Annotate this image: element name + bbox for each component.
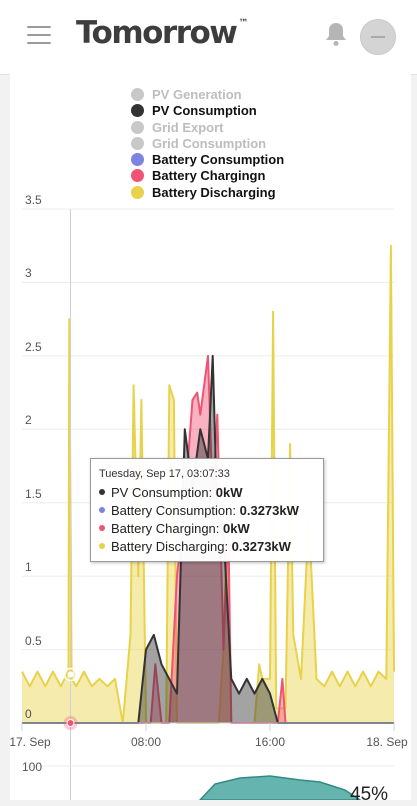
legend-label: Battery Chargingn <box>152 168 266 184</box>
legend-swatch <box>131 169 144 183</box>
tooltip-row: Battery Discharging: 0.3273kW <box>99 539 291 554</box>
tooltip-value: 0.3273kW <box>231 539 291 554</box>
app-header: Tomorrow ™ <box>0 0 417 75</box>
legend-label: PV Consumption <box>152 103 257 119</box>
tooltip-swatch <box>99 489 105 495</box>
series-line <box>22 354 394 724</box>
y-tick-label: 1 <box>25 560 32 575</box>
legend-swatch <box>131 104 144 118</box>
tooltip-swatch <box>99 543 105 549</box>
legend-label: PV Generation <box>152 87 242 102</box>
chart-tooltip: Tuesday, Sep 17, 03:07:33 PV Consumption… <box>90 458 324 562</box>
legend-swatch <box>131 136 144 150</box>
legend-item[interactable]: PV Generation <box>131 87 284 103</box>
app-logo: Tomorrow ™ <box>76 15 249 51</box>
tooltip-swatch <box>99 507 105 513</box>
y-tick-label: 3.5 <box>25 193 42 207</box>
y-tick-label: 2 <box>25 413 32 428</box>
tooltip-value: 0kW <box>215 485 243 500</box>
next-chart-y-tick: 100 <box>22 760 43 774</box>
tooltip-label: Battery Chargingn: <box>111 521 224 536</box>
legend-swatch <box>131 153 144 167</box>
legend-item[interactable]: Battery Chargingn <box>131 168 284 184</box>
legend-item[interactable]: Battery Consumption <box>131 152 284 168</box>
crosshair-marker-inner <box>67 671 74 678</box>
legend-item[interactable]: PV Consumption <box>131 103 284 119</box>
legend-item[interactable]: Battery Discharging <box>131 185 284 201</box>
tooltip-title: Tuesday, Sep 17, 03:07:33 <box>99 468 230 480</box>
chart-legend: PV Generation PV Consumption Grid Export Gr… <box>131 87 284 201</box>
y-tick-label: 3 <box>25 266 32 281</box>
legend-swatch <box>131 185 144 199</box>
y-tick-label: 2.5 <box>25 339 42 354</box>
avatar[interactable] <box>360 19 396 55</box>
next-chart-area <box>198 775 362 800</box>
tooltip-value: 0.3273kW <box>239 503 299 518</box>
x-tick-label: 17. Sep <box>9 735 51 749</box>
legend-label: Battery Consumption <box>152 152 285 168</box>
y-tick-label: 0 <box>25 707 32 721</box>
tooltip-row: PV Consumption: 0kW <box>99 485 243 500</box>
legend-swatch <box>131 88 144 101</box>
hamburger-menu-icon[interactable] <box>27 26 51 46</box>
bell-icon[interactable] <box>324 21 348 47</box>
legend-label: Grid Consumption <box>152 135 267 151</box>
legend-item[interactable]: Grid Consumption <box>131 136 284 152</box>
legend-label: Grid Export <box>152 119 224 135</box>
tooltip-swatch <box>99 525 105 531</box>
tooltip-row: Battery Chargingn: 0kW <box>99 521 250 536</box>
legend-item[interactable]: Grid Export <box>131 120 284 136</box>
x-tick-label: 18. Sep <box>366 735 408 749</box>
x-tick-label: 16:00 <box>254 735 286 749</box>
tooltip-label: Battery Consumption: <box>111 503 240 518</box>
tooltip-label: PV Consumption: <box>111 485 216 500</box>
legend-swatch <box>131 120 144 134</box>
battery-percent: 45% <box>350 784 389 805</box>
tooltip-row: Battery Consumption: 0.3273kW <box>99 503 299 518</box>
crosshair-marker <box>66 719 75 727</box>
tooltip-value: 0kW <box>223 521 250 536</box>
tooltip-label: Battery Discharging: <box>111 539 232 554</box>
legend-label: Battery Discharging <box>152 184 276 200</box>
y-tick-label: 0.5 <box>25 633 42 648</box>
x-tick-label: 08:00 <box>130 735 162 749</box>
y-tick-label: 1.5 <box>25 486 42 501</box>
